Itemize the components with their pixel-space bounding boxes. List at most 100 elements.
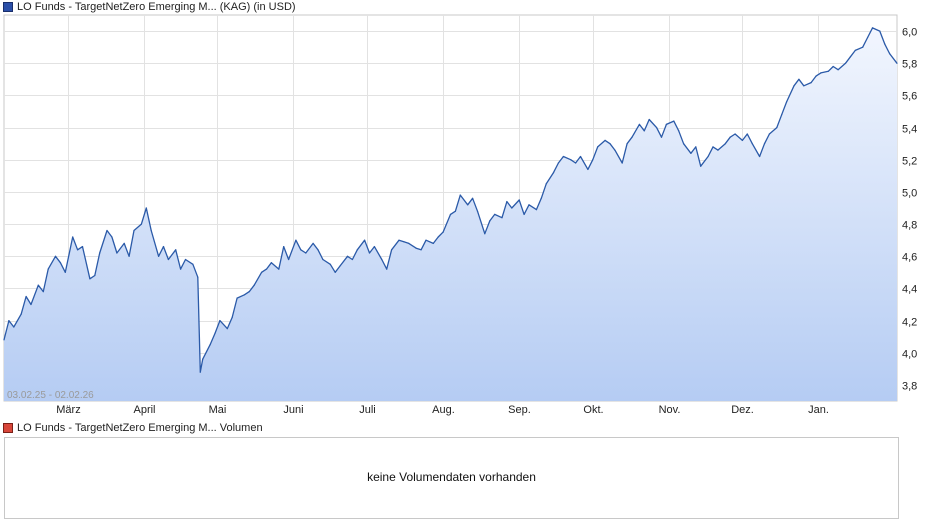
price-point (683, 143, 685, 145)
price-point (72, 236, 74, 238)
price-point (879, 30, 881, 32)
volume-legend: LO Funds - TargetNetZero Emerging M... V… (3, 421, 263, 435)
price-point (837, 69, 839, 71)
price-point (660, 136, 663, 138)
price-point (199, 371, 201, 373)
price-point (552, 172, 555, 174)
price-line (3, 27, 898, 373)
price-point (295, 239, 297, 241)
price-point (643, 130, 645, 132)
price-point (437, 236, 439, 238)
price-point (47, 268, 49, 270)
price-point (184, 258, 187, 261)
price-point (656, 127, 658, 129)
price-point (219, 320, 221, 322)
price-point (180, 268, 182, 270)
volume-series-swatch (3, 423, 13, 433)
price-point (42, 291, 44, 293)
volume-panel: keine Volumendaten vorhanden (4, 437, 899, 519)
price-point (592, 159, 594, 161)
price-point (288, 258, 290, 261)
y-tick-label: 4,0 (902, 349, 917, 361)
price-point (226, 328, 228, 330)
price-point (265, 268, 268, 270)
price-point (494, 213, 496, 215)
price-point (523, 213, 525, 215)
price-point (741, 139, 744, 141)
price-point (403, 241, 405, 243)
price-point (381, 258, 383, 261)
price-point (368, 252, 371, 254)
y-tick-label: 3,8 (902, 381, 917, 393)
price-point (162, 246, 165, 248)
price-point (557, 162, 560, 164)
price-legend-label: LO Funds - TargetNetZero Emerging M... (… (17, 1, 296, 13)
price-point (106, 229, 108, 232)
x-tick-label: Aug. (432, 404, 455, 416)
price-point (540, 197, 542, 199)
price-point (420, 249, 422, 251)
price-points (3, 27, 898, 373)
price-point (712, 146, 714, 148)
price-chart: 3,8 4,0 4,2 4,4 4,6 4,8 5,0 5,2 5,4 5,6 5,8 6,0 Mär… (3, 14, 917, 416)
price-point (339, 265, 341, 267)
x-tick-label: April (133, 404, 155, 416)
price-point (425, 239, 427, 241)
price-point (236, 297, 238, 299)
y-tick-label: 5,4 (902, 124, 917, 136)
price-point (815, 75, 817, 77)
price-point (776, 127, 778, 129)
price-point (781, 114, 783, 116)
x-tick-label: Okt. (583, 404, 603, 416)
price-point (798, 78, 800, 80)
price-point (459, 194, 461, 196)
price-point (305, 252, 307, 254)
x-tick-label: Nov. (659, 404, 681, 416)
price-point (202, 358, 204, 360)
price-point (94, 274, 96, 277)
price-point (373, 246, 375, 248)
price-point (579, 155, 582, 158)
price-point (116, 252, 118, 254)
price-point (317, 249, 319, 251)
price-point (484, 233, 486, 235)
price-point (854, 49, 856, 52)
price-point (604, 139, 606, 141)
price-point (810, 82, 812, 84)
price-point (123, 242, 125, 244)
price-point (128, 255, 130, 257)
price-point (270, 262, 272, 264)
price-point (717, 149, 719, 151)
price-point (626, 143, 628, 145)
price-point (673, 120, 675, 122)
price-point (386, 268, 388, 270)
x-tick-label: Dez. (731, 404, 754, 416)
price-point (793, 85, 795, 87)
price-point (820, 72, 822, 74)
price-point (248, 291, 250, 293)
price-point (415, 247, 417, 249)
price-point (729, 136, 731, 138)
price-point (158, 255, 160, 257)
price-point (746, 133, 748, 135)
price-point (454, 210, 456, 212)
price-point (89, 278, 91, 280)
price-point (329, 263, 331, 265)
price-point (472, 197, 474, 199)
price-point (150, 229, 152, 232)
y-tick-label: 4,8 (902, 220, 917, 232)
price-point (391, 249, 393, 251)
price-point (763, 143, 766, 145)
price-point (111, 236, 113, 238)
price-point (803, 85, 805, 87)
price-point (214, 332, 216, 334)
price-point (734, 133, 736, 135)
price-point (597, 146, 599, 148)
area-series (3, 27, 898, 402)
price-point (614, 149, 616, 151)
price-point (3, 339, 5, 341)
price-point (587, 168, 589, 170)
price-point (501, 217, 503, 219)
price-point (678, 130, 680, 132)
price-point (786, 101, 788, 103)
